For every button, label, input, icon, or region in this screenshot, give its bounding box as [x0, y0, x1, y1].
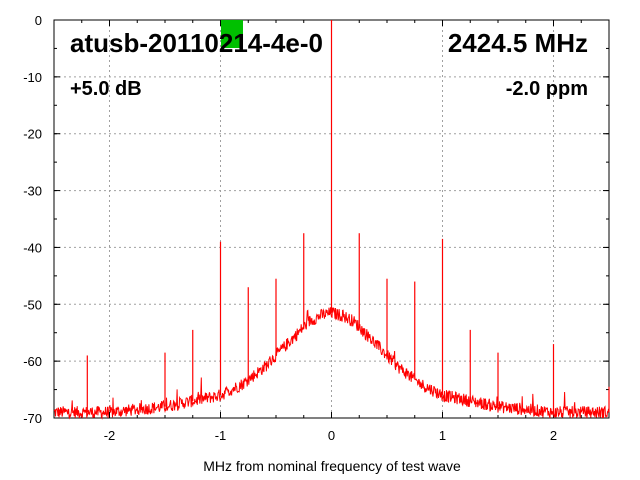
device-label: atusb-20110214-4e-0: [70, 28, 323, 58]
x-tick-label: -2: [104, 428, 116, 443]
axis-ticks: -2 -1 0 1 20-10-20-30-40-50-60-70: [23, 13, 610, 443]
x-tick-label: 0: [328, 428, 335, 443]
x-tick-label: 1: [439, 428, 446, 443]
y-tick-label: -50: [23, 297, 42, 312]
progress-marker: [221, 20, 243, 48]
x-axis-label: MHz from nominal frequency of test wave: [203, 458, 461, 474]
y-tick-label: -70: [23, 411, 42, 426]
y-tick-label: -40: [23, 240, 42, 255]
gain-label: +5.0 dB: [70, 78, 142, 100]
frequency-label: 2424.5 MHz: [448, 28, 588, 58]
x-tick-label: 2: [550, 428, 557, 443]
y-tick-label: -10: [23, 70, 42, 85]
spectrum-trace: [53, 307, 610, 420]
y-tick-label: -60: [23, 354, 42, 369]
y-tick-label: 0: [35, 13, 42, 28]
x-tick-label: -1: [215, 428, 227, 443]
offset-label: -2.0 ppm: [506, 78, 588, 100]
y-tick-label: -20: [23, 127, 42, 142]
y-tick-label: -30: [23, 184, 42, 199]
spurs: [86, 20, 610, 413]
